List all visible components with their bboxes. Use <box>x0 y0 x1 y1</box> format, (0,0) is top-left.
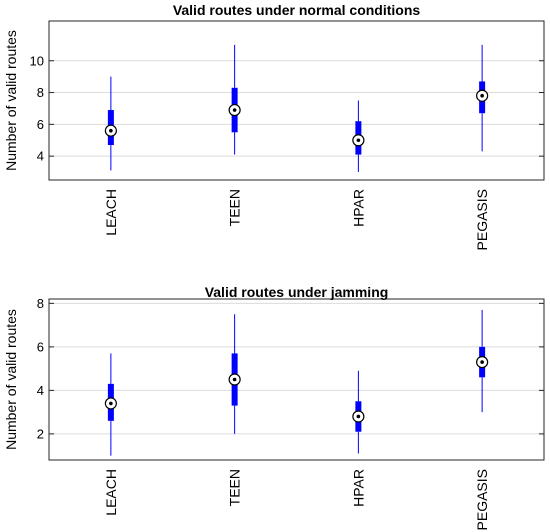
x-tick-label: HPAR <box>350 189 366 227</box>
box-hpar <box>352 100 365 173</box>
y-axis-label: Number of valid routes <box>3 309 19 450</box>
median-dot <box>232 377 237 382</box>
plot-frame <box>48 298 545 461</box>
y-axis-label: Number of valid routes <box>3 30 19 171</box>
x-tick-label: LEACH <box>103 189 119 236</box>
x-tick-label: TEEN <box>227 469 243 506</box>
plot-frame <box>48 20 545 181</box>
box-teen <box>228 314 241 434</box>
box-teen <box>228 44 241 155</box>
median-dot <box>109 128 113 133</box>
x-tick-label: HPAR <box>350 469 366 507</box>
median-dot <box>356 414 361 419</box>
y-tick-label: 4 <box>37 149 44 164</box>
median-dot <box>480 360 484 364</box>
box-hpar <box>352 370 365 454</box>
x-tick-label: PEGASIS <box>474 469 490 530</box>
median-dot <box>232 108 237 112</box>
y-tick-label: 8 <box>37 85 44 100</box>
chart-title: Valid routes under normal conditions <box>173 2 421 18</box>
x-tick-label: PEGASIS <box>474 189 490 250</box>
box-leach <box>104 353 117 456</box>
y-tick-label: 10 <box>30 53 44 68</box>
x-tick-label: LEACH <box>103 469 119 516</box>
y-tick-label: 2 <box>37 426 44 441</box>
x-tick-label: TEEN <box>227 189 243 226</box>
y-tick-label: 4 <box>37 383 44 398</box>
median-dot <box>356 138 361 143</box>
median-dot <box>480 93 484 98</box>
y-tick-label: 8 <box>37 296 44 311</box>
box-pegasis <box>476 44 489 152</box>
y-tick-label: 6 <box>37 339 44 354</box>
chart-panel-2: 2 4 6 8 Valid routes under jamming Number of … <box>3 284 545 530</box>
median-dot <box>109 401 113 406</box>
box-leach <box>104 76 117 171</box>
y-tick-label: 6 <box>37 117 44 132</box>
chart-panel-1: 4 6 8 10 Valid routes under normal condition… <box>3 2 545 250</box>
box-pegasis <box>476 309 489 413</box>
chart-title: Valid routes under jamming <box>205 284 389 300</box>
